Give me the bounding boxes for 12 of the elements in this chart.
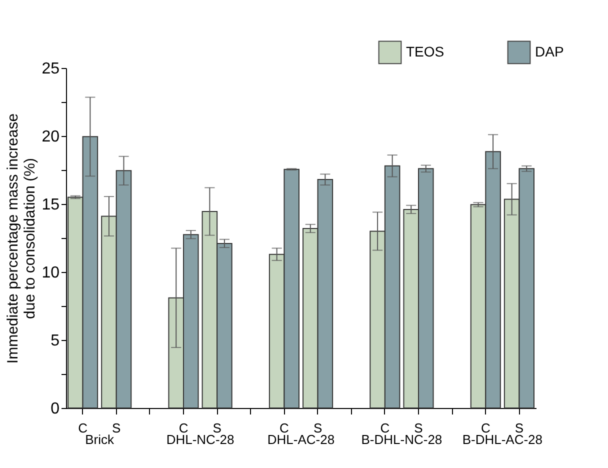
- text: Brick: [85, 432, 115, 447]
- legend-label: TEOS: [406, 43, 444, 60]
- y-tick-label: 0: [50, 400, 60, 418]
- y-tick-label: 25: [42, 60, 60, 78]
- y-tick-label: 10: [42, 264, 60, 282]
- y-tick-label: 20: [42, 128, 60, 146]
- y-tick-label: 5: [50, 332, 60, 350]
- legend-label: DAP: [535, 43, 564, 60]
- x-tick-label: S: [112, 420, 122, 436]
- y-axis-title: Immediate percentage mass increase due to consolidation (%): [4, 113, 39, 364]
- x-tick-label: C: [78, 420, 88, 436]
- y-tick-label: 15: [42, 196, 60, 214]
